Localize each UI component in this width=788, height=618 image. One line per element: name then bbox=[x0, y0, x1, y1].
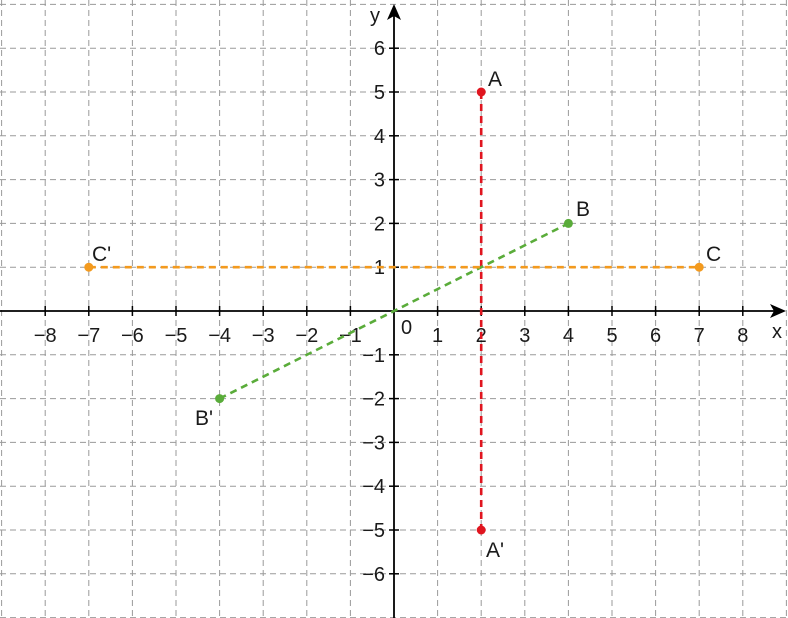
point-b-prime bbox=[215, 394, 225, 404]
y-tick-label: 2 bbox=[374, 213, 385, 235]
point-b-label: B bbox=[576, 198, 590, 221]
y-tick-label: 3 bbox=[374, 170, 385, 192]
x-tick-label: 1 bbox=[432, 325, 443, 347]
x-tick-label: 6 bbox=[650, 325, 661, 347]
y-axis-arrow bbox=[387, 4, 401, 20]
y-tick-label: 5 bbox=[374, 82, 385, 104]
point-c-prime-label: C' bbox=[92, 243, 111, 266]
y-axis: y bbox=[370, 4, 401, 618]
point-c bbox=[694, 262, 704, 272]
x-axis: x bbox=[0, 304, 786, 343]
point-a-prime-label: A' bbox=[486, 539, 504, 562]
segment-b-line bbox=[219, 222, 569, 400]
y-tick-label: −6 bbox=[362, 564, 385, 586]
segment-c: C C' bbox=[84, 243, 721, 272]
x-tick-label: −3 bbox=[252, 325, 275, 347]
x-tick-label: 3 bbox=[519, 325, 530, 347]
x-tick-label: 5 bbox=[606, 325, 617, 347]
origin-label: 0 bbox=[401, 317, 412, 339]
y-axis-label: y bbox=[370, 5, 380, 27]
x-axis-label: x bbox=[772, 321, 782, 343]
segment-a: A A' bbox=[476, 68, 504, 562]
segment-b: B B' bbox=[195, 198, 590, 430]
point-a bbox=[476, 87, 486, 97]
point-a-label: A bbox=[488, 68, 502, 91]
y-tick-label: −5 bbox=[362, 520, 385, 542]
y-tick-label: −4 bbox=[362, 476, 385, 498]
y-tick-label: 6 bbox=[374, 38, 385, 60]
point-b bbox=[563, 218, 573, 228]
x-tick-label: 7 bbox=[694, 325, 705, 347]
point-b-prime-label: B' bbox=[195, 407, 213, 430]
x-tick-label: −6 bbox=[121, 325, 144, 347]
x-tick-label: 4 bbox=[563, 325, 574, 347]
point-a-prime bbox=[476, 525, 486, 535]
y-tick-label: −1 bbox=[362, 345, 385, 367]
x-tick-label: 8 bbox=[737, 325, 748, 347]
x-tick-label: −5 bbox=[165, 325, 188, 347]
point-c-label: C bbox=[706, 243, 721, 266]
y-tick-label: 4 bbox=[374, 126, 385, 148]
x-tick-label: −2 bbox=[295, 325, 318, 347]
x-tick-label: −1 bbox=[339, 325, 362, 347]
y-tick-label: −3 bbox=[362, 432, 385, 454]
x-tick-label: −8 bbox=[34, 325, 57, 347]
y-tick-label: −2 bbox=[362, 389, 385, 411]
x-tick-label: −7 bbox=[77, 325, 100, 347]
point-c-prime bbox=[84, 262, 94, 272]
x-tick-label: −4 bbox=[208, 325, 231, 347]
x-axis-arrow bbox=[770, 304, 786, 318]
